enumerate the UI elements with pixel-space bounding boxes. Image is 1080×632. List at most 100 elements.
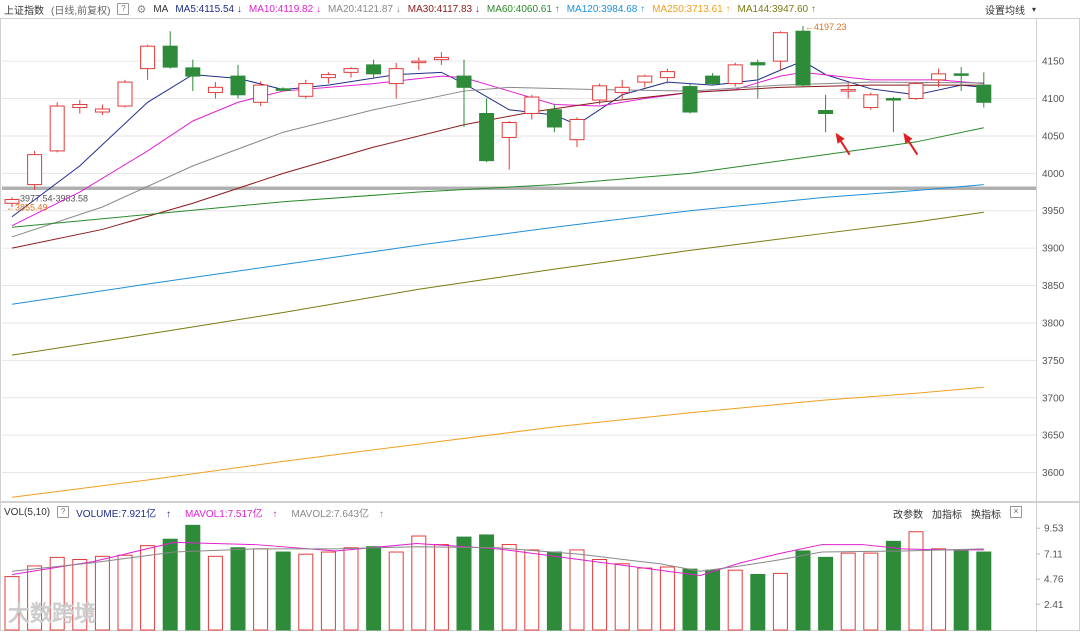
candle-body [433, 56, 449, 61]
price-tick-label: 4100 [1042, 94, 1065, 105]
ma-legend-item: MA60:4060.61 ↑ [486, 3, 560, 15]
ma-legend-item: MA120:3984.68 ↑ [566, 3, 646, 15]
volume-bar [4, 576, 20, 631]
red-arrow-head [835, 132, 845, 144]
volume-bar [840, 552, 856, 631]
candle-body [818, 110, 834, 115]
candle-body [727, 64, 743, 85]
candle-body [4, 199, 20, 204]
candle-body [569, 118, 585, 141]
candle-body [275, 88, 291, 91]
volume-value: VOLUME:7.921亿 ↑ [76, 508, 171, 520]
switch-indicator-button[interactable]: 换指标 [971, 510, 1001, 521]
price-tick-label: 3850 [1042, 281, 1065, 292]
ma250-line [11, 386, 984, 498]
volume-bar [140, 545, 156, 631]
ma-legend-item: MA10:4119.82 ↓ [248, 3, 321, 15]
volume-bar [253, 548, 269, 631]
ma144-line [11, 211, 984, 356]
volume-tick-label: 9.53 [1044, 524, 1064, 535]
candle-body [49, 105, 65, 152]
settings-ma-button[interactable]: 设置均线 ▾ [985, 0, 1043, 18]
candle-body [863, 94, 879, 109]
candle-body [366, 64, 382, 75]
price-tick-label: 3650 [1042, 431, 1065, 442]
add-indicator-button[interactable]: 加指标 [932, 510, 962, 521]
vol-label: VOL(5,10) [4, 506, 51, 518]
candle-body [546, 109, 562, 128]
edit-params-button[interactable]: 改参数 [893, 510, 923, 521]
volume-bar [614, 563, 630, 631]
volume-bar [705, 569, 721, 631]
candle-body [388, 68, 404, 85]
candle-body [772, 32, 788, 62]
volume-bar [750, 573, 766, 631]
volume-bar [682, 568, 698, 631]
candle-body [501, 121, 517, 138]
volume-bar [592, 559, 608, 631]
candle-body [207, 86, 223, 94]
candle-body [230, 75, 246, 96]
volume-bar [727, 569, 743, 631]
ma-label: MA [153, 3, 169, 15]
ma-legend-item: MA250:3713.61 ↑ [652, 3, 731, 15]
vol-help-icon[interactable]: ? [57, 506, 70, 518]
volume-bar [72, 559, 88, 631]
volume-bar [908, 531, 924, 631]
volume-tools: 改参数 加指标 换指标 × [884, 506, 1022, 521]
price-tick-label: 4050 [1042, 131, 1065, 142]
help-icon[interactable]: ? [117, 3, 130, 15]
candle-body [140, 45, 156, 70]
volume-bar [456, 536, 472, 631]
candle-body [885, 98, 901, 101]
volume-bar [931, 548, 947, 631]
mavol1-value: MAVOL1:7.517亿 ↑ [184, 508, 278, 520]
index-name: 上证指数 [4, 5, 44, 17]
ma-legend: MA5:4115.54 ↓ MA10:4119.82 ↓ MA20:4121.87 … [175, 4, 823, 15]
price-tick-label: 4150 [1042, 57, 1065, 68]
price-tick-label: 3600 [1042, 468, 1065, 479]
candle-body [479, 113, 495, 162]
volume-bar [569, 549, 585, 631]
ma-legend-item: MA5:4115.54 ↓ [175, 3, 242, 15]
candle-body [614, 86, 630, 94]
candle-body [456, 75, 472, 88]
price-tick-label: 3800 [1042, 318, 1065, 329]
close-icon[interactable]: × [1010, 506, 1022, 518]
candle-body [94, 108, 110, 113]
candle-body [27, 154, 43, 186]
ma30-line [11, 84, 984, 249]
price-tick-label: 3700 [1042, 393, 1065, 404]
volume-bar [94, 555, 110, 631]
price-tick-label: 4000 [1042, 169, 1065, 180]
volume-tick-label: 4.76 [1044, 575, 1064, 586]
volume-bar [501, 544, 517, 631]
volume-bar [162, 538, 178, 631]
candle-body [637, 75, 653, 83]
watermark: 大数跨境 [8, 601, 97, 626]
low-annotation: ←3855.49 [6, 203, 48, 213]
candle-body [976, 84, 992, 103]
ma-legend-item: MA30:4117.83 ↓ [407, 3, 480, 15]
chevron-down-icon: ▾ [1032, 4, 1037, 14]
volume-bar [343, 547, 359, 631]
volume-tick-label: 7.11 [1044, 550, 1063, 561]
mavol2-line [11, 546, 984, 572]
volume-bar [863, 552, 879, 631]
volume-bar [207, 555, 223, 631]
volume-bar [298, 553, 314, 631]
volume-bar [524, 549, 540, 631]
ma5-line [11, 60, 984, 218]
volume-bar [433, 544, 449, 631]
mavol1-line [11, 541, 984, 577]
volume-bar [185, 524, 201, 631]
ma-legend-item: MA20:4121.87 ↓ [327, 3, 401, 15]
gear-icon[interactable]: ⚙ [136, 3, 147, 16]
candle-body [953, 73, 969, 76]
mavol2-value: MAVOL2:7.643亿 ↑ [291, 508, 384, 520]
red-arrow-head [903, 132, 913, 144]
candle-body [298, 83, 314, 97]
candle-body [659, 71, 675, 79]
volume-bar [637, 567, 653, 631]
